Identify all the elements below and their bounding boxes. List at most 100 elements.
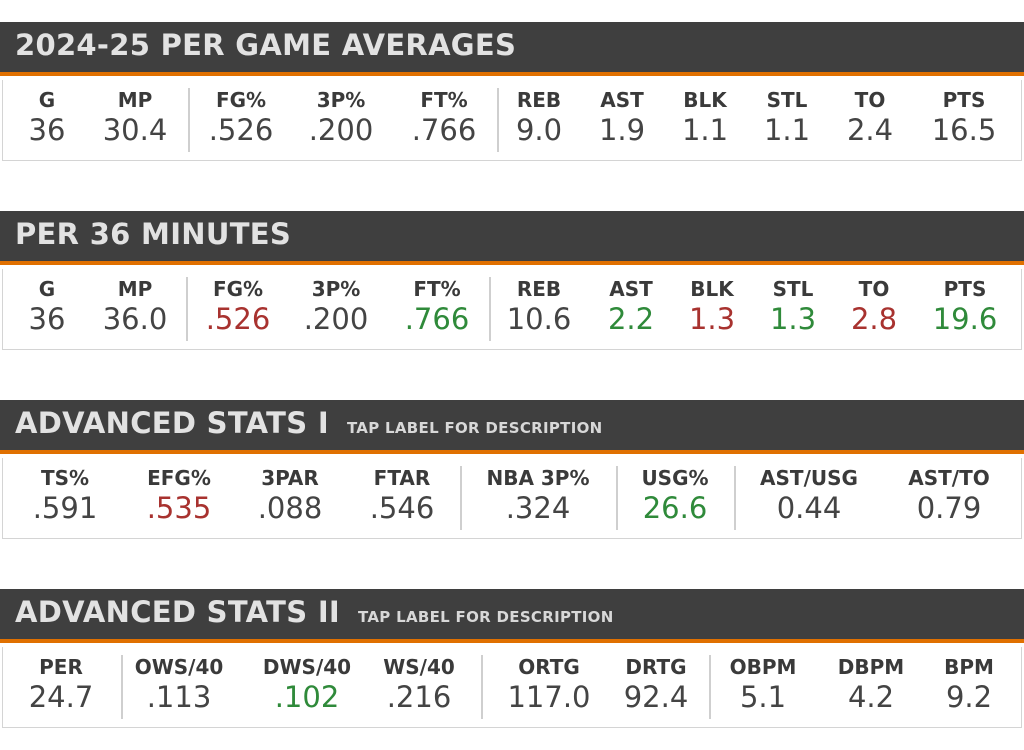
- divider: [734, 466, 736, 530]
- stat-label[interactable]: WS/40: [383, 655, 455, 679]
- stat-label[interactable]: FT%: [413, 277, 461, 301]
- stat-cell[interactable]: BPM 9.2: [899, 647, 1024, 715]
- stat-label[interactable]: PER: [39, 655, 83, 679]
- stat-cell[interactable]: AST/USG 0.44: [739, 458, 879, 526]
- stat-cell[interactable]: EFG% .535: [109, 458, 249, 526]
- stat-value: .766: [411, 113, 477, 147]
- stat-cell[interactable]: REB 9.0: [469, 80, 609, 148]
- stat-label[interactable]: TO: [854, 88, 886, 112]
- stat-cell[interactable]: DWS/40.102: [237, 647, 377, 715]
- stat-label[interactable]: TO: [858, 277, 890, 301]
- stat-label[interactable]: DRTG: [625, 655, 687, 679]
- stat-cell[interactable]: G 36: [0, 269, 117, 337]
- stat-label[interactable]: FT%: [420, 88, 468, 112]
- stats-row: PER 24.7 OWS/40.113 DWS/40.102 WS/40.216 ORTG…: [2, 647, 1022, 728]
- stat-cell[interactable]: OBPM 5.1: [693, 647, 833, 715]
- stat-value: 1.1: [681, 113, 729, 147]
- stat-label[interactable]: MP: [117, 88, 153, 112]
- stat-label[interactable]: REB: [516, 277, 562, 301]
- stat-cell[interactable]: 3P% .200: [271, 80, 411, 148]
- stat-value: 4.2: [847, 680, 895, 714]
- stat-label[interactable]: FG%: [212, 277, 264, 301]
- stat-cell[interactable]: FT% .766: [374, 80, 514, 148]
- stat-cell[interactable]: DBPM 4.2: [801, 647, 941, 715]
- stat-cell[interactable]: BLK 1.1: [635, 80, 775, 148]
- section-subtitle: TAP LABEL FOR DESCRIPTION: [346, 419, 603, 437]
- stat-label[interactable]: PTS: [942, 88, 986, 112]
- stat-cell[interactable]: TS% .591: [0, 458, 135, 526]
- stat-cell[interactable]: TO 2.4: [800, 80, 940, 148]
- stat-cell[interactable]: FG% .526: [168, 269, 308, 337]
- stat-label[interactable]: AST/USG: [760, 466, 858, 490]
- stat-cell[interactable]: PER 24.7: [0, 647, 131, 715]
- stat-cell[interactable]: FG% .526: [171, 80, 311, 148]
- stat-label[interactable]: OBPM: [729, 655, 797, 679]
- stat-cell[interactable]: MP 36.0: [65, 269, 205, 337]
- stat-label[interactable]: DWS/40: [262, 655, 352, 679]
- stat-value: 9.0: [515, 113, 563, 147]
- stat-cell[interactable]: USG% 26.6: [605, 458, 745, 526]
- stat-label[interactable]: STL: [772, 277, 814, 301]
- stat-cell[interactable]: WS/40.216: [349, 647, 489, 715]
- stat-label[interactable]: OWS/40: [134, 655, 224, 679]
- stat-value: 24.7: [28, 680, 94, 714]
- stat-label[interactable]: AST: [609, 277, 653, 301]
- stat-cell[interactable]: ORTG 117.0: [479, 647, 619, 715]
- stat-cell[interactable]: FTAR .546: [332, 458, 472, 526]
- stat-cell[interactable]: TO 2.8: [804, 269, 944, 337]
- stat-cell[interactable]: MP 30.4: [65, 80, 205, 148]
- stat-label[interactable]: MP: [117, 277, 153, 301]
- stat-cell[interactable]: AST/TO 0.79: [879, 458, 1019, 526]
- stat-value: 2.2: [607, 302, 655, 336]
- stat-label[interactable]: DBPM: [837, 655, 905, 679]
- stats-row: G 36 MP 36.0 FG% .526 3P% .200 FT% .766 REB 10.6 AST…: [2, 269, 1022, 350]
- stat-label[interactable]: PTS: [943, 277, 987, 301]
- section-header: 2024-25 PER GAME AVERAGES: [0, 22, 1024, 72]
- stat-cell[interactable]: STL 1.1: [717, 80, 857, 148]
- stat-label[interactable]: STL: [766, 88, 808, 112]
- divider: [481, 655, 483, 719]
- stat-cell[interactable]: PTS 16.5: [894, 80, 1024, 148]
- stat-label[interactable]: BLK: [690, 277, 734, 301]
- stat-cell[interactable]: AST 1.9: [552, 80, 692, 148]
- stat-label[interactable]: FG%: [215, 88, 267, 112]
- stat-label[interactable]: BLK: [683, 88, 727, 112]
- stat-cell[interactable]: OWS/40.113: [109, 647, 249, 715]
- stat-cell[interactable]: AST 2.2: [561, 269, 701, 337]
- stat-value: 30.4: [102, 113, 168, 147]
- stat-label[interactable]: FTAR: [373, 466, 431, 490]
- stat-label[interactable]: BPM: [944, 655, 994, 679]
- stat-cell[interactable]: FT% .766: [367, 269, 507, 337]
- stat-label[interactable]: NBA 3P%: [486, 466, 590, 490]
- stat-cell[interactable]: 3PAR .088: [220, 458, 360, 526]
- section-title-text: ADVANCED STATS I: [15, 406, 329, 440]
- stat-value: .200: [308, 113, 374, 147]
- stat-cell[interactable]: BLK 1.3: [642, 269, 782, 337]
- section-title: ADVANCED STATS II TAP LABEL FOR DESCRIPTI…: [15, 595, 614, 629]
- stat-label[interactable]: TS%: [40, 466, 90, 490]
- stat-label[interactable]: G: [38, 277, 56, 301]
- stat-label[interactable]: ORTG: [518, 655, 580, 679]
- stat-label[interactable]: REB: [516, 88, 562, 112]
- stat-cell[interactable]: G 36: [0, 80, 117, 148]
- stat-cell[interactable]: REB 10.6: [469, 269, 609, 337]
- stat-value: 10.6: [506, 302, 572, 336]
- stat-label[interactable]: 3PAR: [261, 466, 319, 490]
- section-subtitle: TAP LABEL FOR DESCRIPTION: [358, 608, 614, 626]
- stat-label[interactable]: G: [38, 88, 56, 112]
- stat-label[interactable]: EFG%: [147, 466, 211, 490]
- stat-value: 1.3: [769, 302, 817, 336]
- stat-cell[interactable]: 3P% .200: [266, 269, 406, 337]
- stats-section: 2024-25 PER GAME AVERAGES G 36 MP 30.4 FG% .5…: [0, 22, 1024, 182]
- stat-cell[interactable]: DRTG 92.4: [586, 647, 726, 715]
- stat-label[interactable]: 3P%: [311, 277, 361, 301]
- stat-cell[interactable]: PTS 19.6: [895, 269, 1024, 337]
- stat-label[interactable]: AST/TO: [908, 466, 990, 490]
- stat-cell[interactable]: NBA 3P% .324: [468, 458, 608, 526]
- divider: [489, 277, 491, 341]
- stat-value: .216: [386, 680, 452, 714]
- stat-label[interactable]: 3P%: [316, 88, 366, 112]
- stat-label[interactable]: USG%: [641, 466, 709, 490]
- stat-cell[interactable]: STL 1.3: [723, 269, 863, 337]
- stat-label[interactable]: AST: [600, 88, 644, 112]
